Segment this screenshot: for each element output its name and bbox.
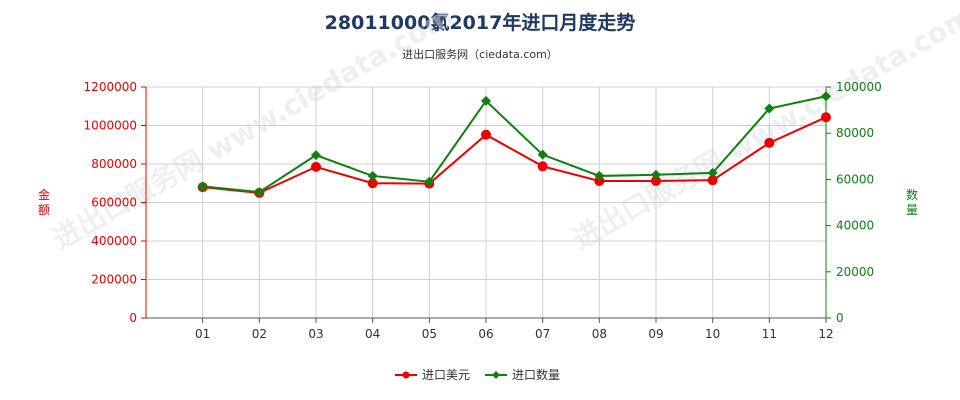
data-point-right <box>424 176 435 187</box>
y-left-axis-title: 金额 <box>38 187 50 217</box>
chart-subtitle: 进出口服务网（ciedata.com） <box>402 48 558 61</box>
chart-title: 28011000氯2017年进口月度走势 <box>324 12 636 34</box>
data-point-left <box>537 161 548 172</box>
series-line-right <box>202 95 827 194</box>
x-tick-label: 12 <box>818 327 833 341</box>
y-left-tick-label: 0 <box>129 311 137 325</box>
data-point-right <box>367 170 378 181</box>
x-tick-label: 10 <box>705 327 720 341</box>
y-left-tick-label: 600000 <box>91 196 137 210</box>
data-point-left <box>821 112 831 123</box>
y-left-tick-label: 1200000 <box>84 80 137 94</box>
y-left-tick-label: 800000 <box>91 157 137 171</box>
y-right-tick-label: 0 <box>836 311 844 325</box>
legend-label: 进口美元 <box>422 368 470 382</box>
legend-marker <box>402 371 410 379</box>
data-point-right <box>651 169 661 180</box>
x-tick-label: 08 <box>592 327 607 341</box>
data-point-left <box>707 175 718 186</box>
y-right-tick-label: 40000 <box>836 219 874 233</box>
legend-marker <box>492 371 500 379</box>
y-right-tick-label: 100000 <box>836 80 882 94</box>
data-point-right <box>594 170 605 181</box>
data-point-right <box>311 150 321 161</box>
data-point-left <box>764 137 775 148</box>
x-tick-label: 07 <box>535 327 550 341</box>
y-right-tick-label: 60000 <box>836 172 874 186</box>
data-point-right <box>764 103 775 114</box>
data-point-right <box>197 181 208 192</box>
y-right-tick-label: 20000 <box>836 265 874 279</box>
y-left-tick-label: 1000000 <box>84 119 137 133</box>
data-point-left <box>367 178 378 189</box>
x-tick-label: 09 <box>648 327 663 341</box>
data-point-right <box>481 95 491 106</box>
legend-label: 进口数量 <box>512 367 560 382</box>
watermark-text: 进出口服务网 www.ciedata.com <box>567 0 960 256</box>
x-tick-label: 06 <box>478 327 493 341</box>
x-tick-label: 02 <box>252 327 267 341</box>
data-point-right <box>254 187 265 198</box>
x-tick-label: 01 <box>195 327 210 341</box>
y-left-tick-label: 200000 <box>91 273 137 287</box>
y-right-tick-label: 80000 <box>836 126 874 140</box>
y-right-axis-title: 数量 <box>906 187 918 217</box>
data-point-left <box>311 161 321 172</box>
x-tick-label: 04 <box>365 327 380 341</box>
series-line-left <box>202 116 827 194</box>
data-point-right <box>707 167 718 178</box>
data-point-left <box>594 175 605 186</box>
data-point-left <box>481 129 491 140</box>
data-point-right <box>537 149 548 160</box>
x-tick-label: 03 <box>308 327 323 341</box>
data-point-right <box>821 91 831 102</box>
y-left-tick-label: 400000 <box>91 234 137 248</box>
x-tick-label: 11 <box>762 327 777 341</box>
x-tick-label: 05 <box>422 327 437 341</box>
data-point-left <box>651 175 661 186</box>
